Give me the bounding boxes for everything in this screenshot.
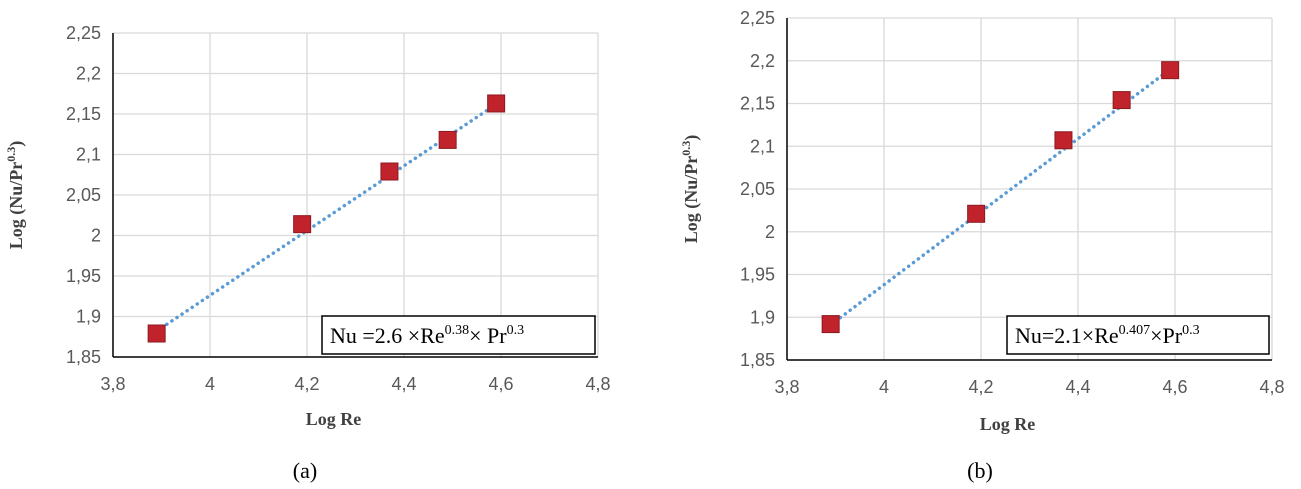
x-tick-label: 4,4 [391,374,416,394]
data-point [438,130,457,149]
x-tick-label: 4,2 [968,377,993,397]
x-tick-label: 4,6 [1162,377,1187,397]
y-tick-label: 2 [91,226,101,246]
y-tick-label: 2,05 [740,179,775,199]
x-tick-label: 4 [879,377,889,397]
x-tick-label: 4,8 [585,374,610,394]
equation-box [321,315,596,355]
chart-panel-1: 3,8 4 4,2 4,4 4,6 4,8 1,85 1,9 1,95 2 2,05 2,1 2,15 2… [4,23,611,483]
y-tick-label: 2,2 [76,64,101,84]
y-tick-label: 2,2 [750,51,775,71]
x-tick-label: 4,4 [1065,377,1090,397]
equation-text: Nu =2.6 ×Re0.38× Pr0.3 [330,323,524,348]
x-tick-label: 4,6 [488,374,513,394]
equation-box [1006,315,1270,355]
data-point [821,315,840,334]
y-tick-label: 2,25 [740,8,775,28]
panel-label: (b) [967,458,993,483]
x-axis-title: Log Re [980,414,1036,434]
x-tick-label: 4,2 [294,374,319,394]
data-point [380,162,399,181]
panel-label: (a) [293,458,317,483]
y-tick-label: 1,9 [76,307,101,327]
x-tick-label: 4,8 [1259,377,1284,397]
data-point [1054,131,1073,150]
y-tick-label: 2 [765,222,775,242]
y-tick-label: 1,85 [66,347,101,367]
y-tick-label: 2,1 [76,145,101,165]
data-point [293,215,312,234]
y-axis-title: Log (Nu/Pr0.3) [679,135,702,244]
x-tick-label: 3,8 [100,374,125,394]
data-point [1112,91,1131,110]
equation-text: Nu=2.1×Re0.407×Pr0.3 [1015,323,1200,348]
y-tick-label: 1,95 [66,266,101,286]
data-point [487,94,506,113]
x-tick-label: 3,8 [774,377,799,397]
y-tick-label: 1,95 [740,265,775,285]
y-tick-label: 2,15 [740,94,775,114]
x-tick-label: 4 [205,374,215,394]
chart-panel-2: 3,8 4 4,2 4,4 4,6 4,8 1,85 1,9 1,95 2 2,05 2,1 2,15 2… [679,8,1285,483]
y-tick-label: 1,85 [740,350,775,370]
y-tick-label: 2,15 [66,104,101,124]
y-tick-label: 1,9 [750,307,775,327]
y-tick-label: 2,05 [66,185,101,205]
y-tick-label: 2,1 [750,136,775,156]
trendline [828,67,1172,327]
y-axis-title: Log (Nu/Pr0.3) [4,141,27,250]
x-axis-title: Log Re [306,409,362,429]
y-tick-label: 2,25 [66,23,101,43]
data-point [967,204,986,223]
data-point [147,324,166,343]
data-point [1161,61,1180,80]
